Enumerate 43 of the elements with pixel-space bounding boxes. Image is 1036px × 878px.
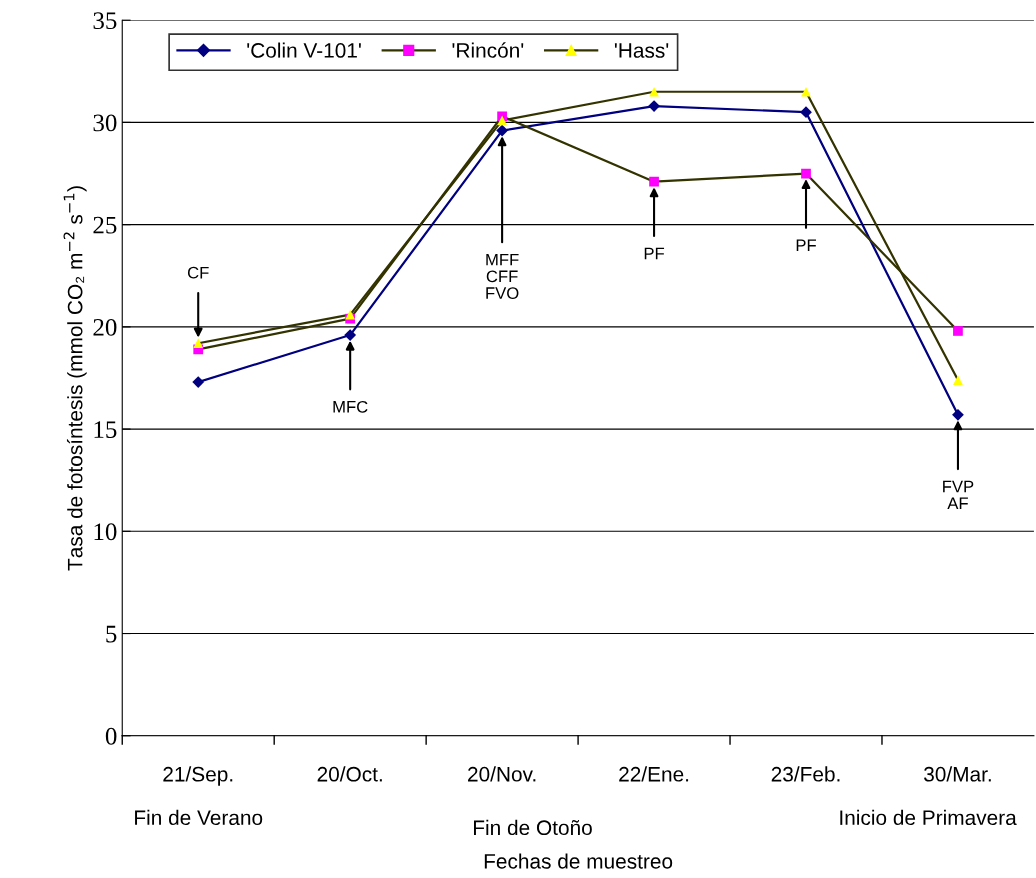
point bbox=[649, 176, 659, 187]
text: Inicio de Primavera bbox=[840, 809, 1017, 826]
y-tick-label: 10 bbox=[94, 523, 117, 541]
y-tick-label: 30 bbox=[93, 114, 117, 132]
text: Fin de Otoño bbox=[474, 819, 592, 836]
legend-label: 'Colin V-101' bbox=[247, 42, 361, 58]
point bbox=[648, 100, 660, 112]
point bbox=[193, 338, 204, 349]
annotation: MFF CFF FVO bbox=[486, 253, 519, 299]
y-tick-label: 15 bbox=[94, 421, 117, 439]
y-tick-label: 35 bbox=[93, 12, 117, 30]
y-tick-label: 5 bbox=[106, 625, 117, 643]
x-tick-label: 20/Oct. bbox=[317, 766, 382, 782]
annotation: CF bbox=[187, 266, 209, 279]
x-tick-label: 22/Ene. bbox=[619, 766, 689, 782]
point bbox=[953, 326, 963, 336]
annotation: FVP AF bbox=[943, 480, 974, 510]
point bbox=[800, 106, 812, 119]
point bbox=[953, 375, 963, 385]
x-tick-label: 23/Feb. bbox=[771, 766, 840, 782]
text: Fin de Verano bbox=[135, 809, 263, 826]
x-axis-title: Fechas de muestreo bbox=[484, 853, 673, 869]
x-tick-label: 21/Sep. bbox=[163, 766, 233, 786]
annotation: PF bbox=[644, 247, 665, 260]
point bbox=[649, 86, 659, 97]
annotation: MFC bbox=[333, 400, 368, 413]
point bbox=[801, 86, 811, 97]
y-axis-title: Tasa de fotosíntesis (mmol CO₂ m$^{−2}$ s$^{−1}$) bbox=[63, 186, 87, 571]
annotation: PF bbox=[796, 239, 816, 252]
y-tick-label: 25 bbox=[93, 216, 117, 234]
point bbox=[801, 168, 811, 179]
y-tick-label: 0 bbox=[105, 727, 117, 745]
x-tick-label: 30/Mar. bbox=[924, 766, 991, 782]
point bbox=[952, 408, 964, 421]
x-tick-label: 20/Nov. bbox=[468, 766, 536, 782]
legend-label: 'Rincón' bbox=[452, 42, 524, 58]
point bbox=[345, 309, 356, 320]
point bbox=[496, 124, 509, 137]
y-tick-label: 20 bbox=[93, 318, 117, 336]
point bbox=[497, 115, 507, 126]
legend-label: 'Hass' bbox=[614, 43, 669, 58]
point bbox=[344, 329, 357, 341]
point bbox=[192, 376, 205, 388]
